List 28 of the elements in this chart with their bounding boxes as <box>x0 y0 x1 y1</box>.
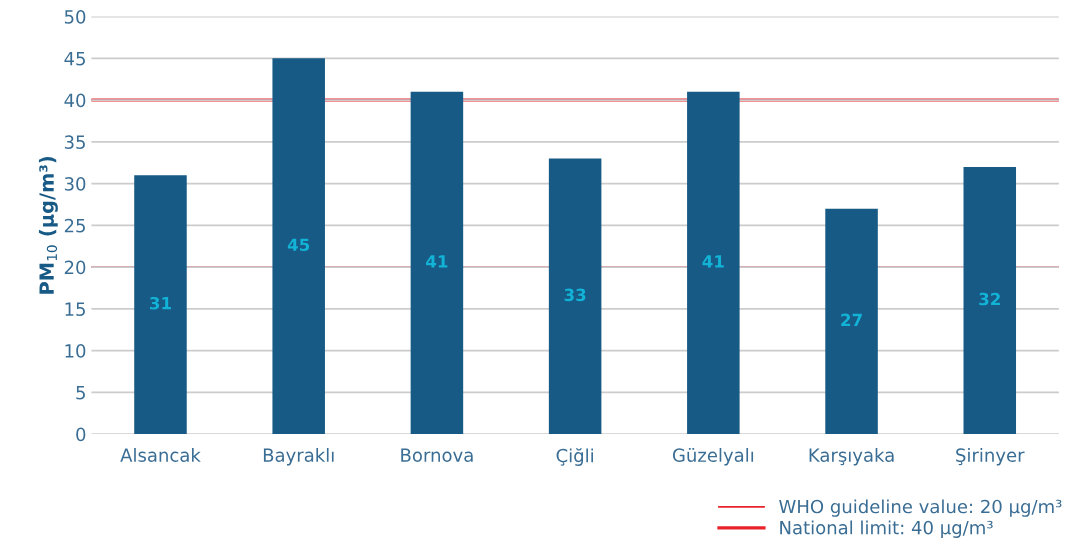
data-label: 32 <box>979 292 1000 306</box>
legend-label: National limit: 40 µg/m³ <box>780 520 993 538</box>
y-tick-label: 35 <box>64 135 85 149</box>
legend-label: WHO guideline value: 20 µg/m³ <box>779 499 1062 517</box>
x-tick-label: Bornova <box>401 448 473 462</box>
y-tick-label: 0 <box>76 427 86 442</box>
x-tick-label: Alsancak <box>120 447 201 462</box>
x-tick-label: Güzelyalı <box>672 447 754 466</box>
x-tick-label: Bayraklı <box>263 447 334 466</box>
data-label: 31 <box>150 296 171 310</box>
y-tick-label: 10 <box>65 344 86 358</box>
y-tick-label: 50 <box>64 10 86 24</box>
data-label: 41 <box>702 255 724 268</box>
y-tick-label: 30 <box>64 177 86 191</box>
y-axis-title: PM$_{10}$ (µg/m³) <box>38 156 58 294</box>
y-tick-label: 25 <box>64 218 85 233</box>
data-label: 27 <box>841 313 862 326</box>
y-tick-label: 20 <box>64 260 86 275</box>
data-label: 45 <box>287 238 310 252</box>
data-label: 33 <box>564 288 586 302</box>
y-tick-label: 15 <box>65 302 85 316</box>
x-tick-label: Şirinyer <box>956 447 1025 466</box>
y-tick-label: 45 <box>64 52 85 66</box>
x-tick-label: Karşıyaka <box>809 447 894 466</box>
data-label: 41 <box>426 255 448 268</box>
y-tick-label: 5 <box>76 386 85 400</box>
y-tick-label: 40 <box>64 93 86 108</box>
x-tick-label: Çiğli <box>556 447 593 466</box>
